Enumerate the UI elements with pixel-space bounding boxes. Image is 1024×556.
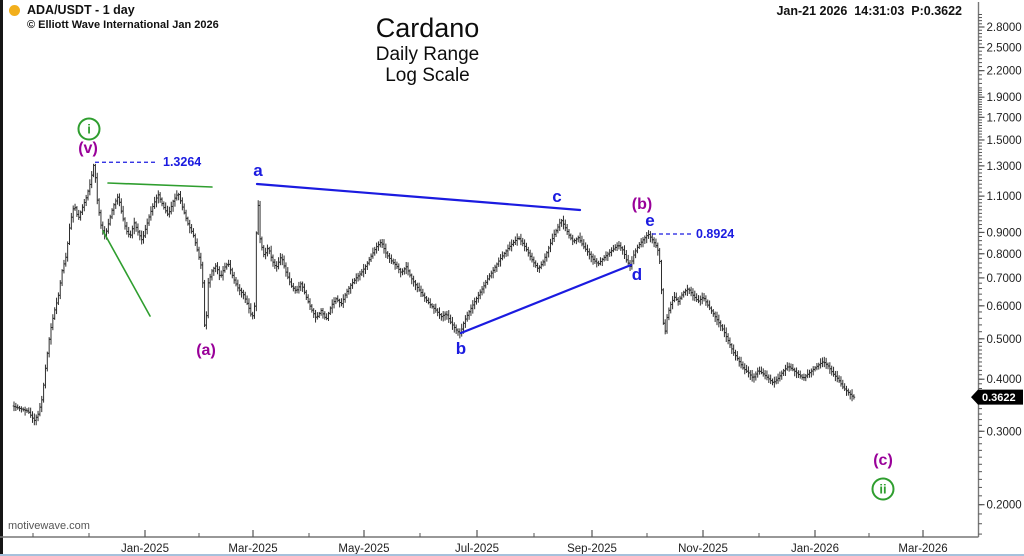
last-price-badge-text: 0.3622 — [982, 392, 1016, 404]
time-tick-label: Jul-2025 — [455, 543, 499, 555]
wave-label-wave-b-circle[interactable]: (b) — [631, 196, 653, 213]
price-tick-label: 0.8000 — [987, 249, 1022, 261]
time-tick-label: Sep-2025 — [567, 543, 617, 555]
price-tick-label: 2.2000 — [987, 66, 1022, 78]
wave-label-wave-c-triangle[interactable]: c — [552, 187, 562, 206]
window-left-border — [0, 0, 3, 556]
time-tick-label: Nov-2025 — [678, 543, 728, 555]
wave-label-wave-d-triangle[interactable]: d — [631, 265, 643, 284]
trendline-green-wedge-lower[interactable] — [102, 230, 151, 317]
time-tick-label: Jan-2026 — [791, 543, 839, 555]
window-bottom-border — [0, 554, 1024, 556]
wave-label-wave-c-paren[interactable]: (c) — [873, 452, 893, 469]
price-tick-label: 1.3000 — [987, 161, 1022, 173]
wave-label-wave-e-triangle[interactable]: e — [645, 211, 655, 230]
chart-subtitle-range: Daily Range — [375, 44, 480, 65]
price-bars — [12, 163, 856, 426]
time-axis[interactable]: Jan-2025 Mar-2025 May-2025 Jul-2025 Sep-2025… — [0, 530, 979, 555]
wave-label-wave-v[interactable]: (v) — [78, 140, 98, 157]
chart-subtitle-scale: Log Scale — [385, 65, 470, 86]
circled-wave-label-wave-ii[interactable]: ii — [871, 477, 895, 501]
price-tick-label: 1.1000 — [987, 191, 1022, 203]
motivewave-watermark: motivewave.com — [8, 520, 90, 532]
price-tick-label: 0.4000 — [987, 374, 1022, 386]
price-tick-label: 0.7000 — [987, 273, 1022, 285]
time-tick-label: May-2025 — [338, 543, 389, 555]
price-callout-high-1-3264[interactable]: 1.3264 — [163, 155, 202, 170]
price-callout-high-0-8924[interactable]: 0.8924 — [696, 226, 735, 241]
price-tick-label: 0.9000 — [987, 227, 1022, 239]
trendline-green-wedge-upper[interactable] — [107, 182, 213, 188]
price-tick-label: 0.2000 — [987, 500, 1022, 512]
price-tick-label: 1.9000 — [987, 92, 1022, 104]
last-price-badge: 0.3622 — [971, 389, 1023, 405]
price-tick-label: 1.7000 — [987, 112, 1022, 124]
price-tick-label: 1.5000 — [987, 135, 1022, 147]
time-tick-label: Jan-2025 — [121, 543, 169, 555]
cursor-time-price-readout: Jan-21 2026 14:31:03 P:0.3622 — [776, 4, 962, 18]
trendline-triangle-upper-a-c[interactable] — [255, 182, 582, 212]
price-axis[interactable]: 2.8000 2.5000 2.2000 1.9000 1.7000 1.5000 1.30… — [977, 2, 1022, 537]
instrument-status-dot — [9, 5, 20, 16]
price-tick-label: 2.5000 — [987, 43, 1022, 55]
chart-title-block: Cardano Daily Range Log Scale — [280, 12, 575, 86]
price-tick-label: 0.3000 — [987, 426, 1022, 438]
chart-title: Cardano — [375, 13, 480, 43]
price-tick-label: 2.8000 — [987, 22, 1022, 34]
wave-label-wave-a-paren[interactable]: (a) — [196, 342, 216, 359]
wave-label-wave-b-triangle[interactable]: b — [455, 339, 467, 358]
time-tick-label: Mar-2026 — [898, 543, 947, 555]
wave-label-wave-a-triangle[interactable]: a — [253, 161, 263, 180]
price-tick-label: 0.5000 — [987, 334, 1022, 346]
copyright-label: © Elliott Wave International Jan 2026 — [27, 19, 219, 31]
time-tick-label: Mar-2025 — [228, 543, 277, 555]
circled-wave-label-wave-i[interactable]: i — [77, 117, 101, 141]
instrument-title: ADA/USDT - 1 day — [27, 3, 135, 17]
price-tick-label: 0.6000 — [987, 301, 1022, 313]
trendline-triangle-lower-b-d[interactable] — [459, 263, 633, 335]
